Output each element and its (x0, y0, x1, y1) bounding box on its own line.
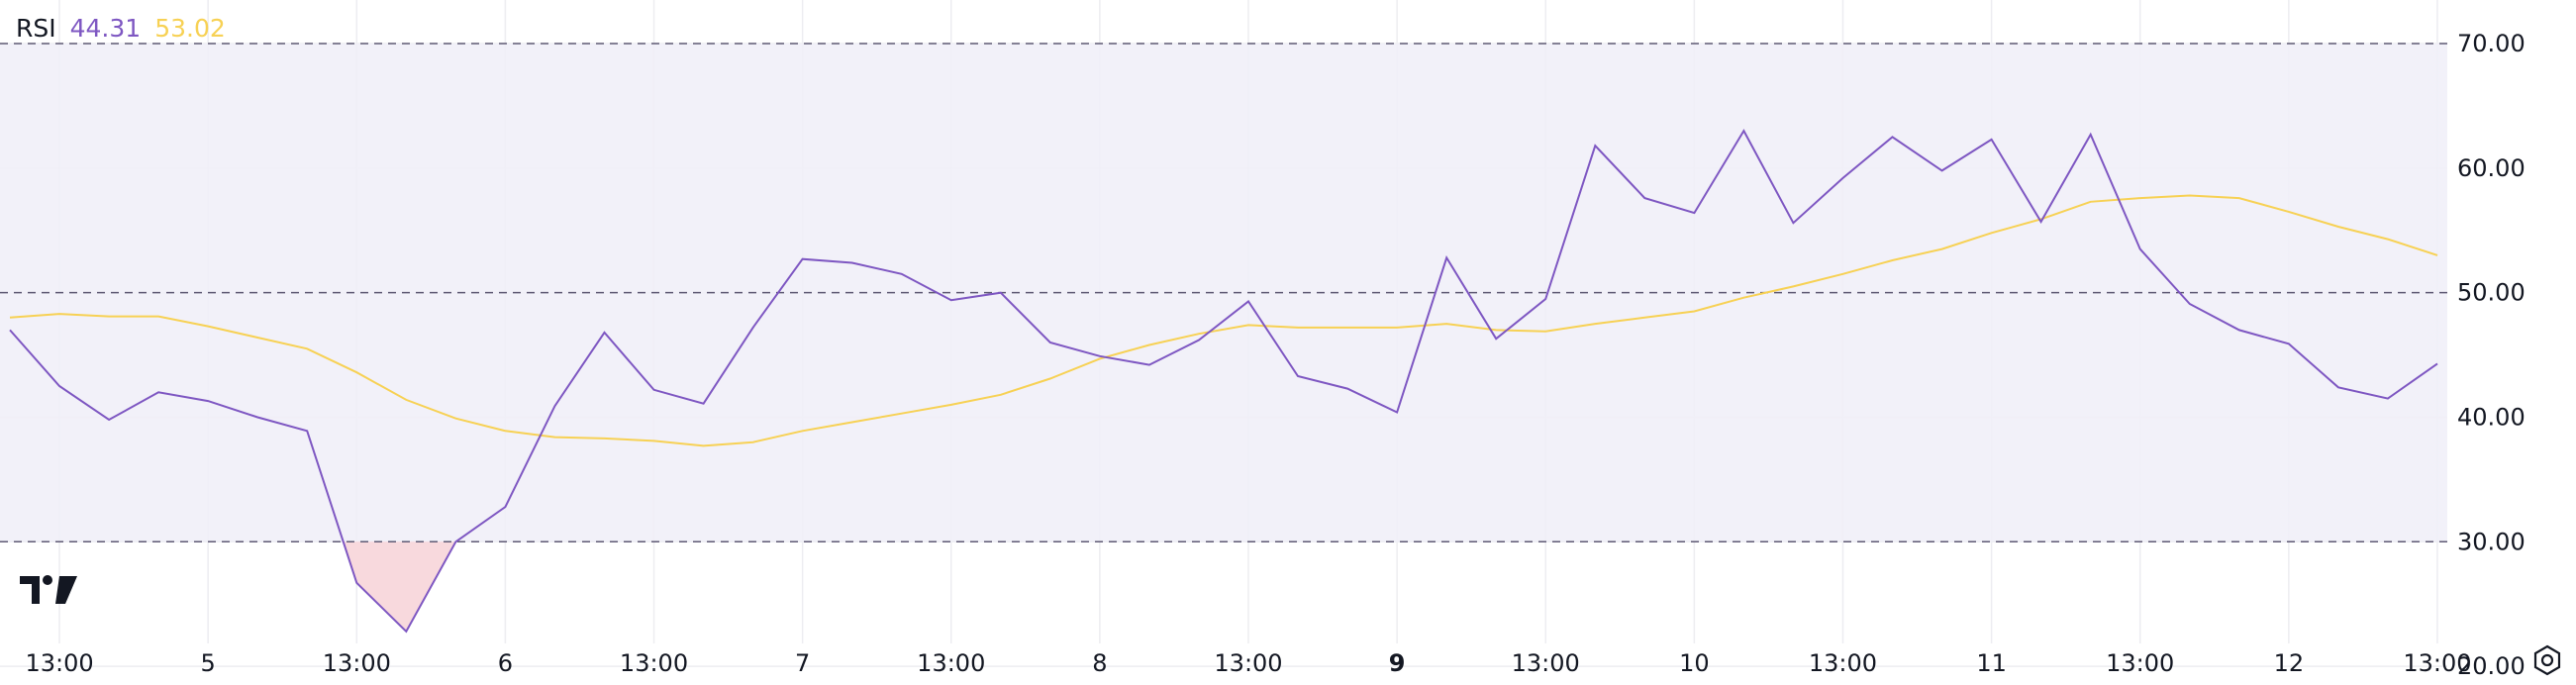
x-tick-label: 8 (1092, 649, 1107, 677)
rsi-line[interactable] (9, 129, 2438, 634)
x-tick-label: 13:00 (1512, 649, 1580, 677)
x-tick-label: 13:00 (323, 649, 391, 677)
indicator-legend[interactable]: RSI 44.31 53.02 (16, 14, 226, 43)
oversold-fill (343, 541, 456, 632)
y-tick-label: 30.00 (2457, 528, 2526, 555)
legend-title: RSI (16, 14, 56, 43)
x-tick-label: 5 (201, 649, 216, 677)
x-tick-label: 13:00 (1809, 649, 1877, 677)
rsi-ma-line[interactable] (9, 194, 2438, 447)
settings-icon[interactable] (2530, 643, 2564, 677)
y-tick-label: 20.00 (2457, 652, 2526, 680)
x-tick-label: 13:00 (2403, 649, 2471, 677)
y-tick-label: 60.00 (2457, 154, 2526, 182)
x-tick-label: 13:00 (2106, 649, 2174, 677)
x-tick-label: 13:00 (620, 649, 688, 677)
x-tick-label: 10 (1679, 649, 1710, 677)
tradingview-logo-icon[interactable] (20, 574, 81, 608)
x-tick-label: 13:00 (917, 649, 985, 677)
x-tick-label: 13:00 (1214, 649, 1282, 677)
y-tick-label: 50.00 (2457, 279, 2526, 307)
dashed-levels (0, 43, 2447, 543)
x-tick-label: 11 (1976, 649, 2007, 677)
legend-ma-value: 53.02 (154, 14, 226, 43)
x-tick-label: 6 (498, 649, 513, 677)
y-tick-label: 40.00 (2457, 403, 2526, 431)
x-tick-label: 9 (1389, 649, 1406, 677)
x-axis-ticks: 13:00 5 13:00 6 13:00 7 13:00 8 13:00 9 13:00 10 13:… (25, 649, 2471, 677)
x-tick-label: 13:00 (25, 649, 93, 677)
x-tick-label: 12 (2274, 649, 2305, 677)
legend-rsi-value: 44.31 (69, 14, 142, 43)
y-tick-label: 70.00 (2457, 30, 2526, 57)
x-tick-label: 7 (795, 649, 810, 677)
y-axis-ticks: 70.00 60.00 50.00 40.00 30.00 20.00 (2457, 30, 2526, 680)
